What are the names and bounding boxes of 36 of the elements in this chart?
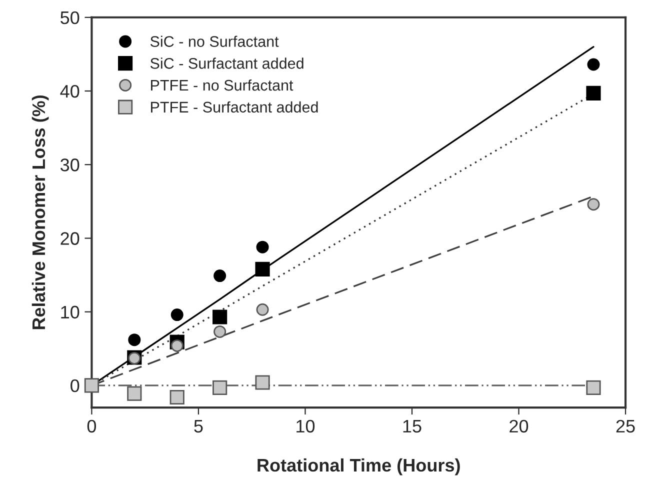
point (256, 303, 269, 316)
y-axis-title: Relative Monomer Loss (%) (32, 95, 49, 330)
y-tick-label: 20 (60, 232, 80, 245)
point (127, 386, 142, 401)
y-tick-label: 0 (70, 379, 80, 392)
x-tick-label: 10 (296, 420, 315, 433)
point (256, 240, 269, 254)
x-tick-label: 0 (87, 420, 96, 433)
point (170, 339, 184, 352)
legend-label: SiC - no Surfactant (150, 36, 279, 47)
point (255, 375, 270, 390)
point (84, 378, 99, 393)
point (255, 262, 270, 276)
point (587, 58, 600, 71)
x-tick-label: 5 (194, 420, 203, 433)
legend-label: PTFE - Surfactant added (151, 101, 318, 113)
point (214, 325, 226, 338)
point (170, 390, 184, 405)
point (128, 334, 141, 346)
x-tick-label: 20 (510, 420, 528, 433)
y-tick-label: 10 (61, 306, 80, 319)
x-tick-label: 25 (616, 420, 635, 433)
x-tick-label: 15 (403, 420, 422, 433)
x-axis-title: Rotational Time (Hours) (258, 458, 460, 476)
legend-label: PTFE - no Surfactant (151, 80, 294, 91)
point (586, 86, 601, 101)
point (214, 270, 226, 282)
legend-label: SiC - Surfactant added (150, 58, 304, 69)
point (586, 380, 601, 395)
y-tick-label: 40 (60, 84, 80, 98)
y-tick-label: 50 (60, 11, 80, 24)
y-tick-label: 30 (60, 158, 80, 172)
point (212, 380, 228, 395)
point (170, 308, 184, 322)
point (587, 198, 600, 211)
point (212, 310, 228, 324)
